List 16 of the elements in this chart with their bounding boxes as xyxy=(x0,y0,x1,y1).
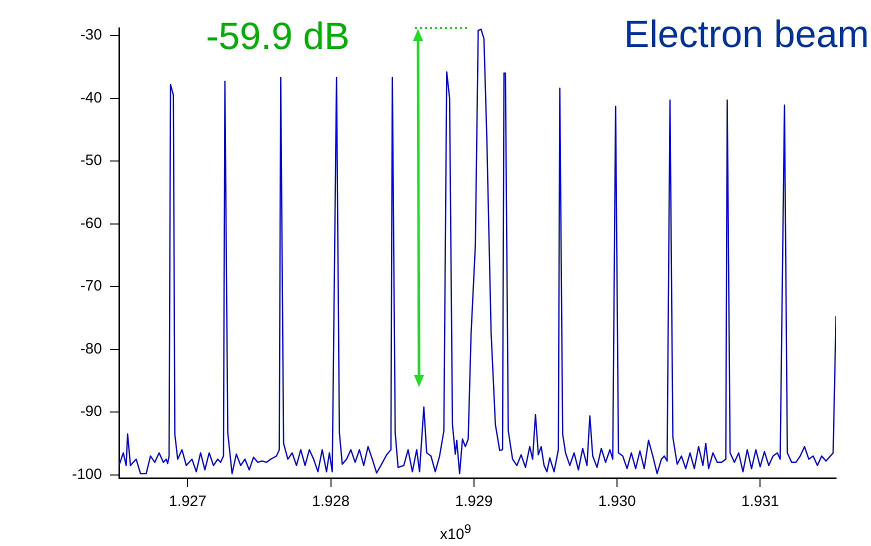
annotation: -59.9 dB xyxy=(206,16,350,59)
x-axis-title: x10$^{9}$ xyxy=(440,522,472,543)
y-tick-label: -50 xyxy=(80,152,102,170)
x-tick-label: 1.927 xyxy=(168,493,206,510)
x-tick-label: 1.930 xyxy=(598,493,636,510)
chart-title: Electron beam xyxy=(624,14,869,57)
x-tick-label: 1.929 xyxy=(455,493,493,510)
y-tick-label: -80 xyxy=(80,340,102,358)
y-tick-label: -40 xyxy=(80,89,102,106)
y-tick-label: -70 xyxy=(80,278,102,295)
y-tick-label: -60 xyxy=(80,214,102,232)
y-tick-label: -90 xyxy=(80,403,102,420)
y-tick-label: -100 xyxy=(72,466,102,484)
y-tick-label: -30 xyxy=(80,26,102,44)
x-tick-label: 1.931 xyxy=(741,493,779,510)
x-tick-label: 1.928 xyxy=(312,493,350,510)
